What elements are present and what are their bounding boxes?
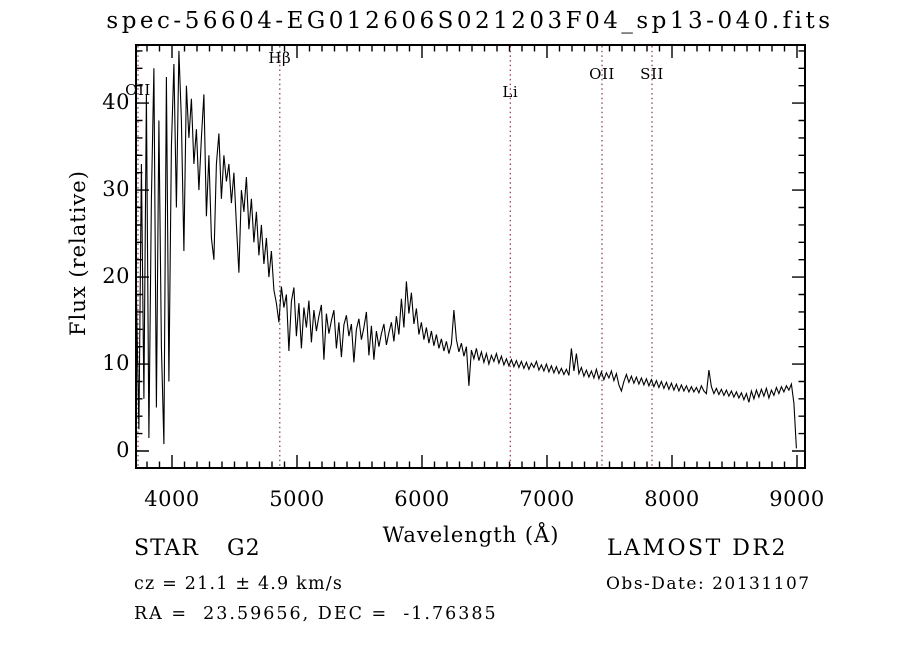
x-tick-label: 7000 [519, 487, 575, 511]
y-tick-label: 40 [102, 90, 130, 115]
x-axis-title: Wavelength (Å) [382, 523, 560, 547]
spectral-line-label: Hβ [268, 49, 292, 67]
plot-title: spec-56604-EG012606S021203F04_sp13-040.f… [106, 8, 834, 34]
y-tick-label: 20 [102, 264, 130, 289]
obs-date-text: Obs-Date: 20131107 [606, 574, 811, 594]
cz-velocity-text: cz = 21.1 ± 4.9 km/s [134, 574, 344, 594]
spectral-line-label: OII [125, 81, 151, 99]
x-tick-label: 8000 [644, 487, 700, 511]
axis-ticks [136, 45, 805, 468]
spectral-line-label: OII [589, 65, 615, 83]
x-tick-label: 9000 [769, 487, 825, 511]
y-tick-label: 10 [102, 351, 130, 376]
spectral-line-label: Li [502, 83, 519, 101]
classification-label: STAR [134, 536, 199, 561]
survey-release-label: LAMOST DR2 [607, 536, 788, 561]
x-tick-label: 5000 [269, 487, 325, 511]
x-tick-label: 6000 [394, 487, 450, 511]
y-tick-label: 0 [116, 438, 130, 463]
spectral-line-label: SII [640, 65, 664, 83]
spectrum-trace [136, 50, 797, 449]
subclass-label: G2 [227, 536, 261, 561]
axes-frame [135, 44, 806, 469]
ra-dec-text: RA = 23.59656, DEC = -1.76385 [134, 604, 498, 624]
x-tick-label: 4000 [144, 487, 200, 511]
y-tick-label: 30 [102, 177, 130, 202]
